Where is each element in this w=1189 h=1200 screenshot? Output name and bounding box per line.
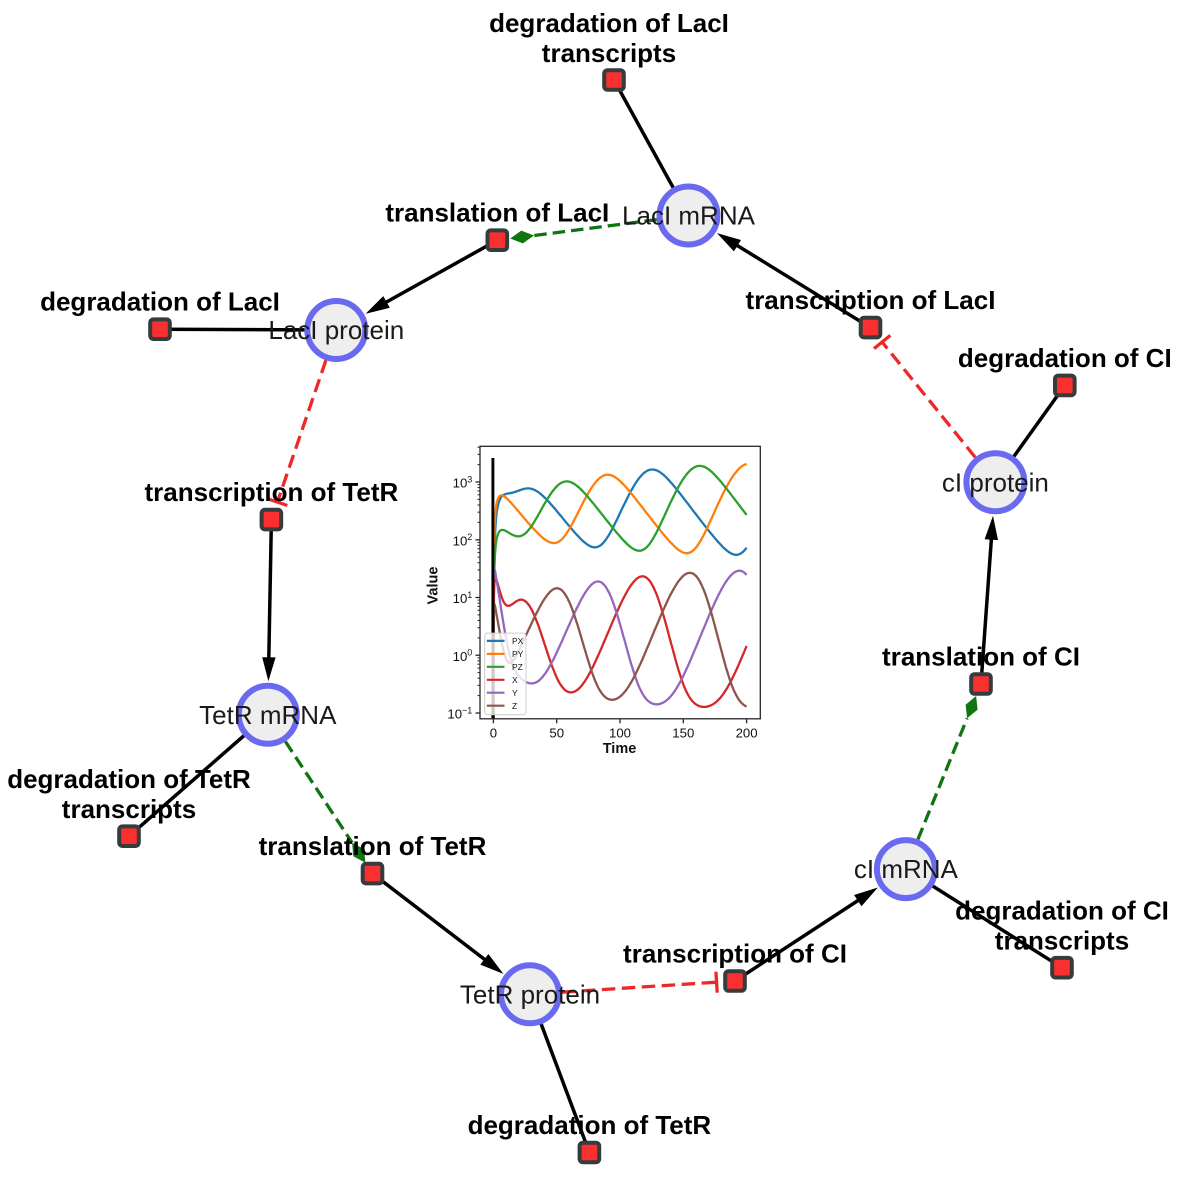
svg-text:degradation of LacI: degradation of LacI <box>489 8 729 38</box>
svg-text:Y: Y <box>512 688 518 698</box>
svg-text:PZ: PZ <box>512 662 523 672</box>
svg-text:10−1: 10−1 <box>447 705 472 721</box>
svg-text:transcription of CI: transcription of CI <box>623 939 847 969</box>
svg-text:200: 200 <box>736 726 758 741</box>
svg-text:transcription of LacI: transcription of LacI <box>746 285 996 315</box>
svg-text:Z: Z <box>512 701 517 711</box>
svg-text:103: 103 <box>453 474 473 490</box>
svg-text:Time: Time <box>603 741 637 757</box>
svg-text:TetR protein: TetR protein <box>460 979 600 1009</box>
svg-text:PX: PX <box>512 636 524 646</box>
svg-text:50: 50 <box>549 726 564 741</box>
svg-text:X: X <box>512 675 518 685</box>
svg-text:Value: Value <box>426 567 442 605</box>
svg-text:101: 101 <box>453 590 473 606</box>
svg-text:transcripts: transcripts <box>542 38 676 68</box>
svg-text:transcription of TetR: transcription of TetR <box>145 477 399 507</box>
svg-text:degradation of LacI: degradation of LacI <box>40 287 280 317</box>
svg-text:150: 150 <box>672 726 694 741</box>
svg-text:degradation of CI: degradation of CI <box>958 343 1172 373</box>
svg-text:LacI protein: LacI protein <box>268 315 404 345</box>
svg-text:translation of LacI: translation of LacI <box>385 198 609 228</box>
svg-text:0: 0 <box>490 726 497 741</box>
svg-text:100: 100 <box>609 726 631 741</box>
svg-text:degradation of TetR: degradation of TetR <box>468 1110 712 1140</box>
svg-text:translation of CI: translation of CI <box>882 642 1080 672</box>
svg-text:degradation of TetR: degradation of TetR <box>7 764 251 794</box>
svg-text:cI mRNA: cI mRNA <box>854 854 959 884</box>
svg-text:transcripts: transcripts <box>62 794 196 824</box>
svg-text:cI protein: cI protein <box>942 467 1049 497</box>
svg-text:100: 100 <box>453 648 473 664</box>
svg-text:transcripts: transcripts <box>995 926 1129 956</box>
svg-text:TetR mRNA: TetR mRNA <box>199 700 337 730</box>
svg-text:degradation of CI: degradation of CI <box>955 896 1169 926</box>
svg-text:102: 102 <box>453 532 473 548</box>
svg-text:LacI mRNA: LacI mRNA <box>622 201 756 231</box>
svg-text:translation of TetR: translation of TetR <box>259 831 487 861</box>
svg-text:PY: PY <box>512 649 524 659</box>
